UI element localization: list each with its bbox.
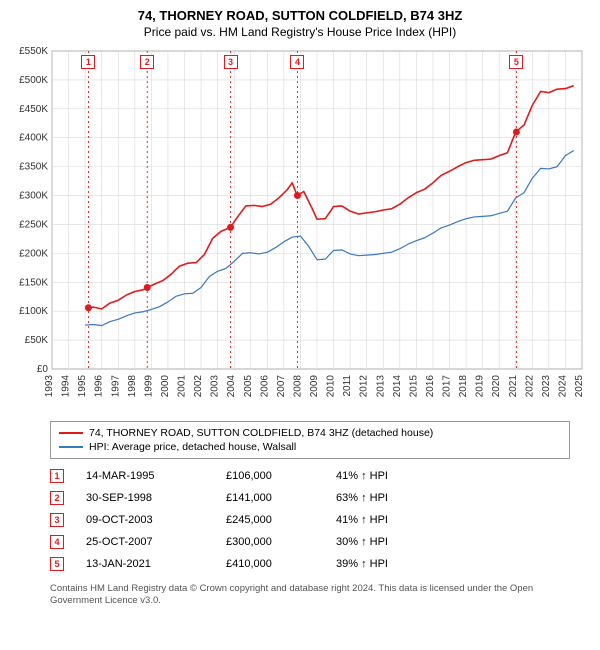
sale-marker-4: 4 bbox=[290, 55, 304, 69]
svg-text:2002: 2002 bbox=[193, 375, 204, 398]
svg-text:2017: 2017 bbox=[442, 375, 453, 398]
sales-row-price: £245,000 bbox=[226, 514, 336, 526]
sales-row: 5 13-JAN-2021£410,00039% ↑ HPI bbox=[50, 553, 570, 575]
sales-row-price: £106,000 bbox=[226, 470, 336, 482]
svg-text:2024: 2024 bbox=[557, 375, 568, 398]
svg-text:2003: 2003 bbox=[210, 375, 221, 398]
svg-text:1993: 1993 bbox=[44, 375, 55, 398]
svg-text:2012: 2012 bbox=[359, 375, 370, 398]
sales-row-price: £141,000 bbox=[226, 492, 336, 504]
svg-text:2018: 2018 bbox=[458, 375, 469, 398]
chart-title: 74, THORNEY ROAD, SUTTON COLDFIELD, B74 … bbox=[8, 8, 592, 23]
legend-label-property: 74, THORNEY ROAD, SUTTON COLDFIELD, B74 … bbox=[89, 427, 433, 439]
svg-text:£550K: £550K bbox=[19, 46, 48, 57]
chart: £0 £50K £100K £150K £200K £250K £300K £350K £400… bbox=[8, 45, 592, 415]
svg-text:1995: 1995 bbox=[77, 375, 88, 398]
svg-text:2006: 2006 bbox=[259, 375, 270, 398]
title-block: 74, THORNEY ROAD, SUTTON COLDFIELD, B74 … bbox=[8, 8, 592, 39]
sales-row-marker: 4 bbox=[50, 535, 64, 549]
svg-text:2023: 2023 bbox=[541, 375, 552, 398]
svg-text:1998: 1998 bbox=[127, 375, 138, 398]
svg-text:2000: 2000 bbox=[160, 375, 171, 398]
chart-subtitle: Price paid vs. HM Land Registry's House … bbox=[8, 25, 592, 39]
svg-text:2005: 2005 bbox=[243, 375, 254, 398]
footnote: Contains HM Land Registry data © Crown c… bbox=[50, 583, 570, 608]
sales-row-date: 30-SEP-1998 bbox=[86, 492, 226, 504]
svg-text:1994: 1994 bbox=[61, 375, 72, 398]
sales-row-marker: 2 bbox=[50, 491, 64, 505]
sales-row: 4 25-OCT-2007£300,00030% ↑ HPI bbox=[50, 531, 570, 553]
sales-row-delta: 30% ↑ HPI bbox=[336, 536, 466, 548]
svg-text:£100K: £100K bbox=[19, 306, 48, 317]
svg-text:2022: 2022 bbox=[524, 375, 535, 398]
svg-text:2014: 2014 bbox=[392, 375, 403, 398]
sales-row-marker: 1 bbox=[50, 469, 64, 483]
svg-text:1997: 1997 bbox=[110, 375, 121, 398]
sales-row-marker: 3 bbox=[50, 513, 64, 527]
sales-row-delta: 41% ↑ HPI bbox=[336, 470, 466, 482]
legend: 74, THORNEY ROAD, SUTTON COLDFIELD, B74 … bbox=[50, 421, 570, 459]
sales-row-date: 25-OCT-2007 bbox=[86, 536, 226, 548]
sales-row: 3 09-OCT-2003£245,00041% ↑ HPI bbox=[50, 509, 570, 531]
sales-row-marker: 5 bbox=[50, 557, 64, 571]
sales-row-price: £300,000 bbox=[226, 536, 336, 548]
svg-text:£250K: £250K bbox=[19, 219, 48, 230]
svg-text:£400K: £400K bbox=[19, 133, 48, 144]
sale-marker-5: 5 bbox=[509, 55, 523, 69]
svg-text:£450K: £450K bbox=[19, 104, 48, 115]
sale-marker-3: 3 bbox=[224, 55, 238, 69]
svg-text:2008: 2008 bbox=[292, 375, 303, 398]
svg-text:2009: 2009 bbox=[309, 375, 320, 398]
sale-marker-1: 1 bbox=[81, 55, 95, 69]
sales-row-date: 13-JAN-2021 bbox=[86, 558, 226, 570]
sales-row-price: £410,000 bbox=[226, 558, 336, 570]
sales-row-delta: 41% ↑ HPI bbox=[336, 514, 466, 526]
chart-svg: £0 £50K £100K £150K £200K £250K £300K £350K £400… bbox=[8, 45, 592, 415]
legend-label-hpi: HPI: Average price, detached house, Wals… bbox=[89, 441, 296, 453]
svg-text:1999: 1999 bbox=[143, 375, 154, 398]
legend-swatch-property bbox=[59, 432, 83, 434]
svg-text:£300K: £300K bbox=[19, 191, 48, 202]
legend-swatch-hpi bbox=[59, 446, 83, 448]
svg-text:2021: 2021 bbox=[508, 375, 519, 398]
sale-marker-2: 2 bbox=[140, 55, 154, 69]
svg-text:2015: 2015 bbox=[408, 375, 419, 398]
svg-text:£150K: £150K bbox=[19, 277, 48, 288]
svg-text:1996: 1996 bbox=[94, 375, 105, 398]
svg-text:2007: 2007 bbox=[276, 375, 287, 398]
sales-row: 2 30-SEP-1998£141,00063% ↑ HPI bbox=[50, 487, 570, 509]
svg-text:2004: 2004 bbox=[226, 375, 237, 398]
svg-text:2025: 2025 bbox=[574, 375, 585, 398]
sales-row: 1 14-MAR-1995£106,00041% ↑ HPI bbox=[50, 465, 570, 487]
sales-row-date: 14-MAR-1995 bbox=[86, 470, 226, 482]
legend-row-property: 74, THORNEY ROAD, SUTTON COLDFIELD, B74 … bbox=[59, 426, 561, 440]
sales-row-delta: 39% ↑ HPI bbox=[336, 558, 466, 570]
svg-text:2013: 2013 bbox=[375, 375, 386, 398]
svg-text:2019: 2019 bbox=[475, 375, 486, 398]
svg-text:2010: 2010 bbox=[326, 375, 337, 398]
svg-text:£500K: £500K bbox=[19, 75, 48, 86]
svg-text:£50K: £50K bbox=[25, 335, 49, 346]
svg-text:£200K: £200K bbox=[19, 248, 48, 259]
svg-text:2001: 2001 bbox=[177, 375, 188, 398]
svg-text:£350K: £350K bbox=[19, 162, 48, 173]
legend-row-hpi: HPI: Average price, detached house, Wals… bbox=[59, 440, 561, 454]
svg-text:£0: £0 bbox=[37, 364, 49, 375]
svg-text:2020: 2020 bbox=[491, 375, 502, 398]
svg-text:2016: 2016 bbox=[425, 375, 436, 398]
sales-table: 114-MAR-1995£106,00041% ↑ HPI230-SEP-199… bbox=[50, 465, 570, 575]
sales-row-date: 09-OCT-2003 bbox=[86, 514, 226, 526]
sales-row-delta: 63% ↑ HPI bbox=[336, 492, 466, 504]
svg-text:2011: 2011 bbox=[342, 375, 353, 397]
